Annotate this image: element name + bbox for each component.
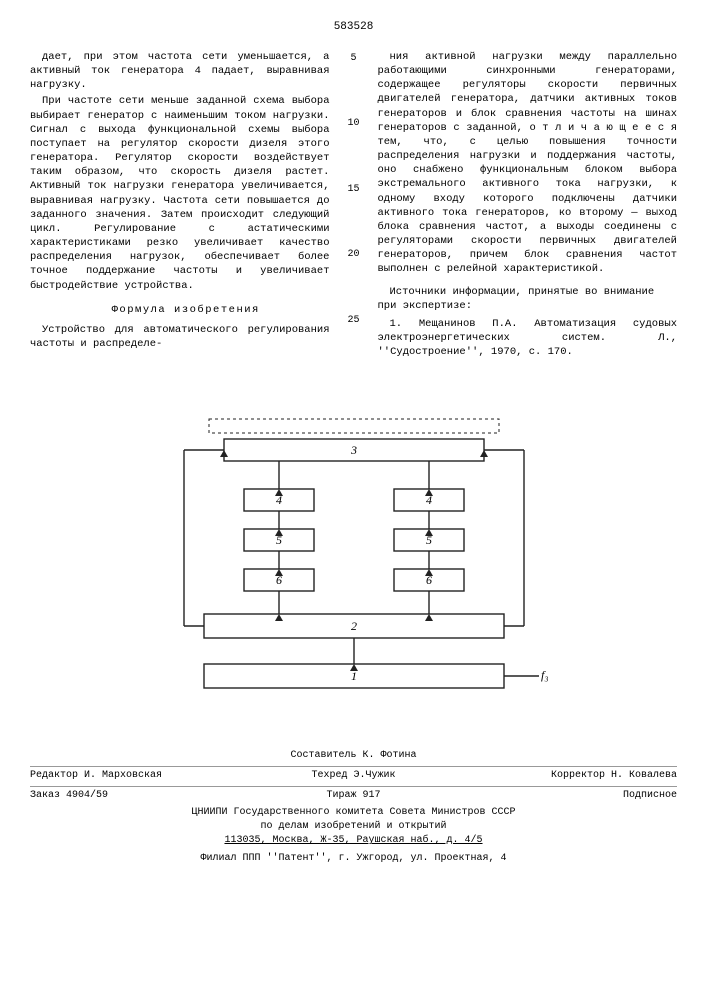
sources-heading: Источники информации, принятые во вниман… bbox=[378, 285, 678, 313]
svg-text:2: 2 bbox=[351, 619, 357, 633]
composer: Составитель К. Фотина bbox=[290, 749, 416, 763]
text-columns: дает, при этом частота сети уменьшается,… bbox=[30, 50, 677, 380]
ln-20: 20 bbox=[345, 248, 363, 262]
svg-text:f₃: f₃ bbox=[541, 668, 549, 682]
ln-15: 15 bbox=[345, 183, 363, 197]
right-p1: ния активной нагрузки между параллельно … bbox=[378, 50, 678, 277]
editor: Редактор И. Марховская bbox=[30, 769, 246, 783]
page-number: 583528 bbox=[30, 20, 677, 35]
order: Заказ 4904/59 bbox=[30, 789, 246, 803]
left-p1: дает, при этом частота сети уменьшается,… bbox=[30, 50, 330, 93]
left-column: дает, при этом частота сети уменьшается,… bbox=[30, 50, 330, 380]
formula-heading: Формула изобретения bbox=[30, 303, 330, 317]
sign: Подписное bbox=[461, 789, 677, 803]
left-p2: При частоте сети меньше заданной схема в… bbox=[30, 94, 330, 292]
svg-text:1: 1 bbox=[351, 669, 357, 683]
corrector: Корректор Н. Ковалева bbox=[461, 769, 677, 783]
svg-text:3: 3 bbox=[350, 443, 357, 457]
footer: Составитель К. Фотина Редактор И. Мархов… bbox=[30, 747, 677, 866]
footer-line3: 113035, Москва, Ж-35, Раушская наб., д. … bbox=[30, 834, 677, 848]
ln-10: 10 bbox=[345, 117, 363, 131]
block-diagram: 344556621f₃ bbox=[144, 399, 564, 729]
footer-line2: по делам изобретений и открытий bbox=[30, 820, 677, 834]
footer-line4: Филиал ППП ''Патент'', г. Ужгород, ул. П… bbox=[30, 852, 677, 866]
footer-line1: ЦНИИПИ Государственного комитета Совета … bbox=[30, 806, 677, 820]
line-numbers: 5 10 15 20 25 bbox=[345, 50, 363, 380]
left-p3: Устройство для автоматического регулиров… bbox=[30, 323, 330, 351]
right-column: ния активной нагрузки между параллельно … bbox=[378, 50, 678, 380]
techred: Техред Э.Чужик bbox=[246, 769, 462, 783]
right-p2: 1. Мещанинов П.А. Автоматизация судовых … bbox=[378, 317, 678, 360]
ln-25: 25 bbox=[345, 314, 363, 328]
tirazh: Тираж 917 bbox=[246, 789, 462, 803]
ln-5: 5 bbox=[345, 52, 363, 66]
